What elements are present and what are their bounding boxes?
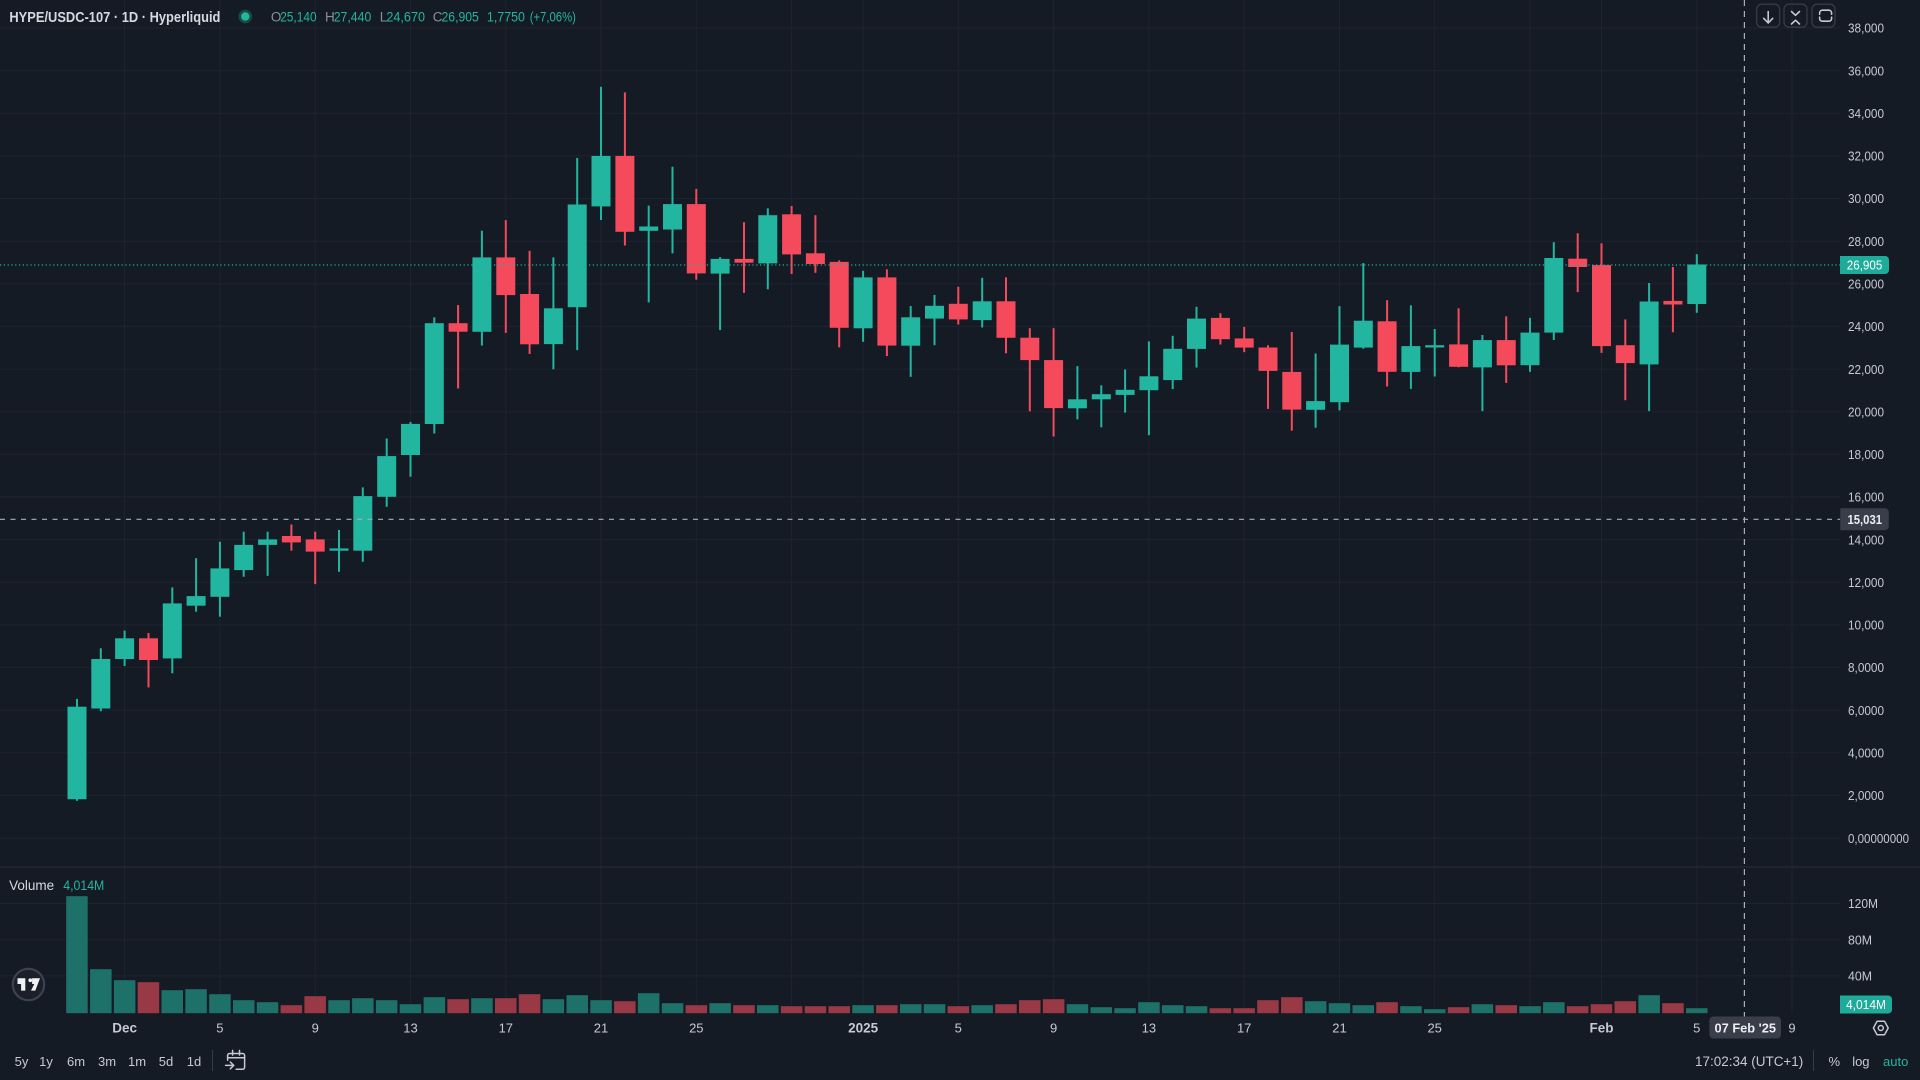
svg-text:L: L [380, 10, 388, 25]
svg-text:13: 13 [1142, 1020, 1156, 1035]
svg-text:4,014M: 4,014M [63, 878, 104, 893]
svg-text:9: 9 [312, 1020, 319, 1035]
svg-text:C: C [433, 10, 443, 25]
svg-text:0,00000000: 0,00000000 [1848, 831, 1909, 846]
svg-text:4,014M: 4,014M [1846, 997, 1886, 1012]
svg-text:HYPE/USDC-107 · 1D · Hyperliqu: HYPE/USDC-107 · 1D · Hyperliquid [9, 10, 220, 26]
svg-text:12,000: 12,000 [1848, 575, 1884, 590]
svg-text:O: O [271, 10, 282, 25]
svg-text:16,000: 16,000 [1848, 490, 1884, 505]
svg-text:4,0000: 4,0000 [1848, 746, 1884, 761]
svg-text:36,000: 36,000 [1848, 63, 1884, 78]
svg-text:9: 9 [1050, 1020, 1057, 1035]
svg-text:5y: 5y [15, 1054, 29, 1069]
svg-text:1,7750: 1,7750 [487, 10, 525, 25]
svg-text:80M: 80M [1848, 932, 1872, 947]
svg-text:6m: 6m [67, 1054, 85, 1069]
svg-text:17: 17 [499, 1020, 513, 1035]
svg-text:5: 5 [1693, 1020, 1700, 1035]
svg-text:25: 25 [689, 1020, 703, 1035]
svg-text:34,000: 34,000 [1848, 106, 1884, 121]
svg-text:32,000: 32,000 [1848, 149, 1884, 164]
svg-text:20,000: 20,000 [1848, 404, 1884, 419]
svg-text:1d: 1d [187, 1054, 201, 1069]
svg-text:22,000: 22,000 [1848, 362, 1884, 377]
svg-text:30,000: 30,000 [1848, 191, 1884, 206]
svg-text:28,000: 28,000 [1848, 234, 1884, 249]
svg-text:15,031: 15,031 [1848, 512, 1883, 527]
svg-text:18,000: 18,000 [1848, 447, 1884, 462]
svg-text:26,905: 26,905 [1847, 258, 1883, 273]
svg-text:40M: 40M [1848, 969, 1872, 984]
svg-text:24,670: 24,670 [386, 10, 425, 25]
svg-text:5: 5 [955, 1020, 962, 1035]
svg-text:3m: 3m [98, 1054, 116, 1069]
svg-text:120M: 120M [1848, 896, 1878, 911]
svg-text:26,905: 26,905 [442, 10, 479, 25]
svg-text:10,000: 10,000 [1848, 618, 1884, 633]
svg-text:1y: 1y [39, 1054, 53, 1069]
svg-text:log: log [1852, 1054, 1869, 1069]
svg-text:24,000: 24,000 [1848, 319, 1884, 334]
svg-text:2025: 2025 [848, 1020, 879, 1035]
svg-text:%: % [1829, 1054, 1841, 1069]
svg-text:Volume: Volume [9, 878, 54, 893]
svg-text:13: 13 [403, 1020, 417, 1035]
svg-text:21: 21 [594, 1020, 608, 1035]
svg-text:14,000: 14,000 [1848, 532, 1884, 547]
svg-text:07 Feb '25: 07 Feb '25 [1715, 1020, 1777, 1035]
svg-text:9: 9 [1788, 1020, 1795, 1035]
svg-text:auto: auto [1883, 1054, 1908, 1069]
svg-text:25,140: 25,140 [280, 10, 316, 25]
svg-text:2,0000: 2,0000 [1848, 788, 1884, 803]
svg-text:5d: 5d [159, 1054, 173, 1069]
svg-text:17:02:34 (UTC+1): 17:02:34 (UTC+1) [1695, 1054, 1803, 1069]
svg-text:26,000: 26,000 [1848, 277, 1884, 292]
svg-text:6,0000: 6,0000 [1848, 703, 1884, 718]
svg-text:25: 25 [1427, 1020, 1441, 1035]
svg-text:(+7,06%): (+7,06%) [530, 10, 576, 25]
svg-text:H: H [325, 10, 335, 25]
svg-text:8,0000: 8,0000 [1848, 660, 1884, 675]
svg-text:17: 17 [1237, 1020, 1251, 1035]
svg-text:21: 21 [1332, 1020, 1346, 1035]
svg-text:38,000: 38,000 [1848, 21, 1884, 36]
svg-text:1m: 1m [128, 1054, 146, 1069]
svg-text:27,440: 27,440 [334, 10, 372, 25]
svg-text:Dec: Dec [112, 1020, 137, 1035]
svg-text:5: 5 [216, 1020, 223, 1035]
svg-text:Feb: Feb [1589, 1020, 1613, 1035]
